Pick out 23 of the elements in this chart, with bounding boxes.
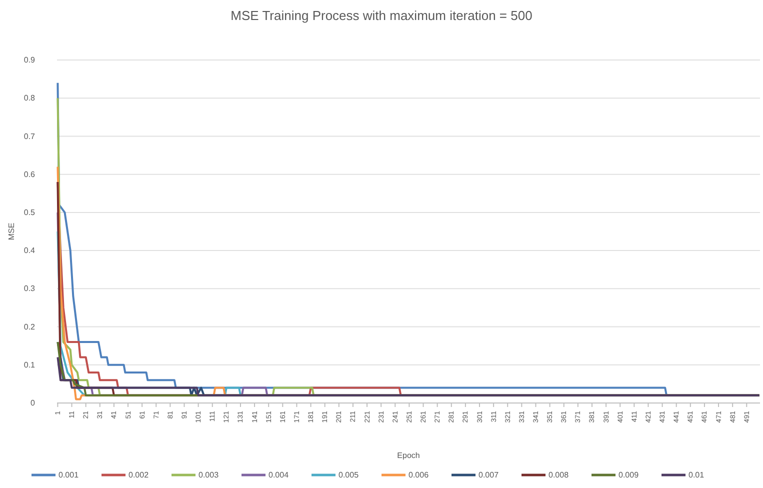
legend-label: 0.01: [688, 470, 705, 480]
legend-label: 0.006: [408, 470, 430, 480]
chart-title: MSE Training Process with maximum iteration = 500: [230, 8, 532, 23]
y-tick-label: 0.4: [24, 246, 36, 256]
legend-label: 0.004: [268, 470, 290, 480]
y-tick-label: 0.3: [24, 284, 36, 294]
y-tick-label: 0.8: [24, 94, 36, 103]
x-axis-title: Epoch: [397, 451, 420, 460]
legend-label: 0.001: [58, 470, 80, 480]
y-axis-title: MSE: [7, 222, 16, 240]
y-tick-label: 0.6: [24, 170, 36, 179]
y-tick-label: 0.9: [24, 56, 36, 65]
y-tick-label: 0: [30, 398, 36, 408]
legend-label: 0.005: [338, 470, 360, 480]
legend-label: 0.007: [478, 470, 500, 480]
legend-label: 0.009: [618, 470, 640, 480]
legend-label: 0.003: [198, 470, 220, 480]
y-tick-label: 0.2: [24, 322, 36, 332]
legend-label: 0.002: [128, 470, 150, 480]
y-tick-label: 0.5: [24, 208, 36, 218]
legend-label: 0.008: [548, 470, 570, 480]
y-tick-label: 0.7: [24, 132, 36, 141]
y-tick-label: 0.1: [24, 360, 36, 370]
